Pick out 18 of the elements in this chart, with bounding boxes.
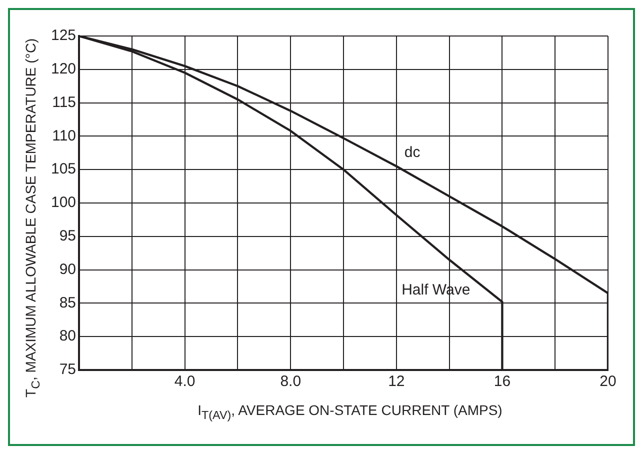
- y-tick-label: 95: [59, 228, 76, 245]
- series-label: dc: [404, 144, 421, 161]
- y-tick-label: 115: [52, 94, 76, 111]
- y-tick-label: 100: [50, 194, 76, 212]
- y-tick-label: 105: [50, 160, 76, 178]
- y-tick-label: 125: [50, 27, 76, 44]
- x-tick-label: 16: [494, 373, 511, 390]
- x-axis-title: I$_{T(AV)}$, AVERAGE ON-STATE CURRENT (AMPS): [196, 402, 504, 422]
- x-tick-label: 8.0: [280, 373, 302, 390]
- y-tick-label: 90: [59, 260, 76, 278]
- y-tick-label: 120: [50, 60, 76, 78]
- y-tick-label: 110: [52, 127, 76, 144]
- y-tick-label: 80: [59, 328, 76, 345]
- x-tick-label: 4.0: [174, 373, 196, 390]
- x-tick-label: 12: [388, 373, 405, 390]
- y-tick-label: 85: [59, 294, 76, 312]
- y-tick-label: 75: [59, 361, 76, 378]
- x-tick-label: 20: [600, 373, 616, 390]
